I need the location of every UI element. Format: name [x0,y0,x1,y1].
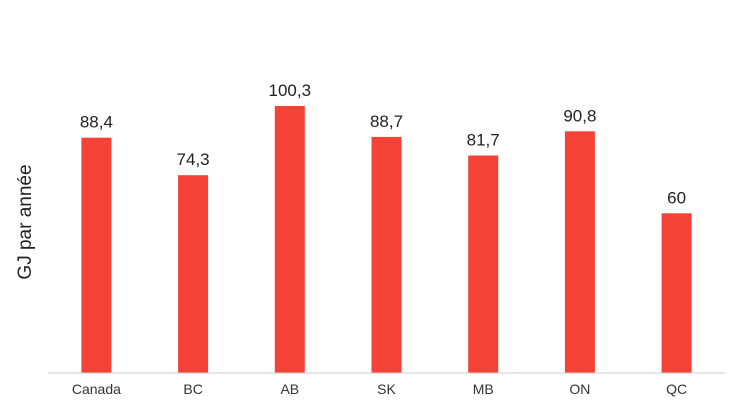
x-tick-label-canada: Canada [72,381,121,397]
x-tick-label-on: ON [569,381,590,397]
data-label-bc: 74,3 [177,150,210,169]
bar-mb [468,155,499,373]
bar-ab [274,106,305,373]
bar-on [564,131,595,373]
x-tick-label-mb: MB [473,381,494,397]
data-label-sk: 88,7 [370,112,403,131]
data-label-ab: 100,3 [269,81,312,100]
x-tick-label-qc: QC [666,381,687,397]
data-label-canada: 88,4 [80,113,113,132]
bar-sk [371,136,402,373]
data-label-qc: 60 [667,188,686,207]
bar-qc [661,213,692,373]
data-label-mb: 81,7 [467,131,500,150]
x-tick-label-sk: SK [377,381,396,397]
data-label-on: 90,8 [563,106,596,125]
x-tick-label-bc: BC [183,381,202,397]
bars-group: 88,4 Canada 74,3 BC 100,3 AB 88,7 SK 81,7 MB 90,8 O… [72,81,692,397]
x-tick-label-ab: AB [280,381,299,397]
bar-bc [178,175,209,373]
bar-canada [81,137,112,373]
y-axis-label: GJ par année [15,164,36,279]
